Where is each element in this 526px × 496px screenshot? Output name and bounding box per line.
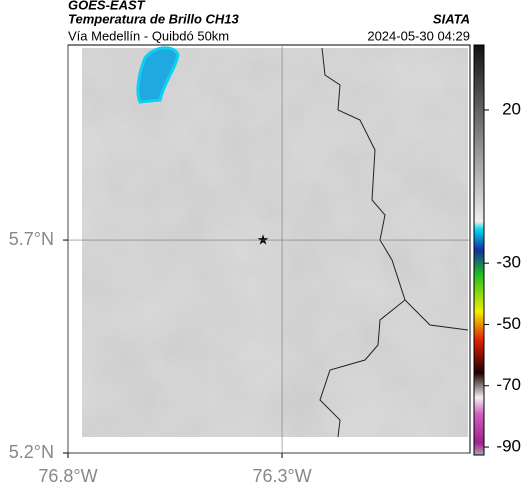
timestamp: 2024-05-30 04:29 [367,28,470,43]
cold-cloud [136,46,180,104]
colorbar-tick-label: -70 [496,375,521,394]
border [319,47,406,438]
colorbar [473,44,485,456]
colorbar-tick-label: -50 [496,314,521,333]
title: Temperatura de Brillo CH13 [68,11,240,26]
colorbar-tick-label: -90 [496,437,521,456]
x-tick-label: 76.8°W [38,466,97,486]
y-tick-label: 5.7°N [9,229,54,249]
source: GOES-EAST [68,0,146,12]
x-tick-label: 76.3°W [252,466,311,486]
y-tick-label: 5.2°N [9,442,54,462]
location-marker: ★ [257,232,270,248]
cloud-texture [82,48,468,437]
colorbar-tick-label: 20 [502,99,521,118]
subtitle: Vía Medellín - Quibdó 50km [68,28,229,43]
border [404,299,469,331]
brand: SIATA [433,11,470,26]
colorbar-tick-label: -30 [496,253,521,272]
